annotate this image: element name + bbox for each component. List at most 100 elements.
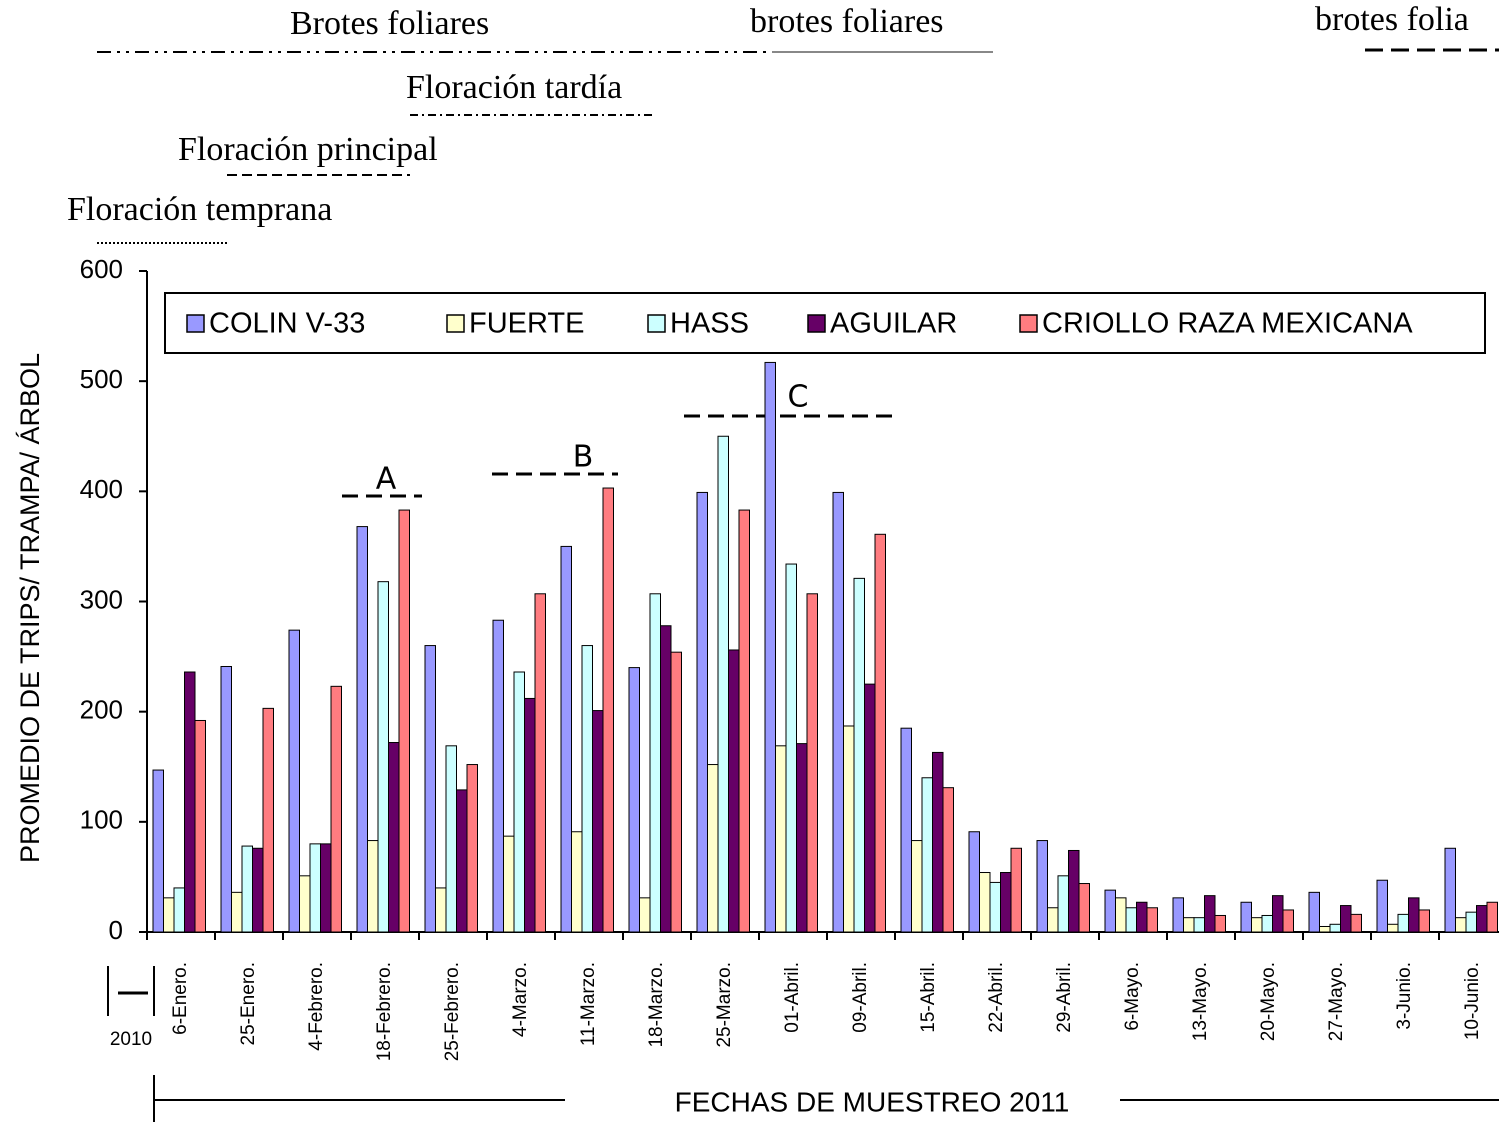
bar (1273, 896, 1284, 932)
bar (446, 746, 457, 932)
annotation: Floración temprana (67, 191, 332, 228)
bar (922, 778, 933, 932)
bar (1058, 876, 1069, 932)
bar (174, 888, 185, 932)
page: {"chart_data": {"type": "bar", "ylabel":… (0, 0, 1499, 1122)
bar (1487, 902, 1498, 932)
bar (629, 668, 640, 932)
bar (807, 594, 818, 932)
bar (708, 765, 719, 932)
annotation: brotes folia (1315, 1, 1469, 38)
y-tick-label: 300 (80, 584, 123, 614)
y-tick-label: 0 (109, 915, 123, 945)
bar (990, 882, 1001, 932)
bar (1116, 898, 1127, 932)
bar (1069, 850, 1080, 932)
bar (1215, 915, 1226, 932)
bar (1398, 914, 1409, 932)
annotation: B (573, 440, 594, 475)
bar (603, 488, 614, 932)
x-tick-label: 11-Marzo. (578, 962, 599, 1046)
bar (467, 765, 478, 932)
bar (1079, 884, 1090, 932)
bar (901, 728, 912, 932)
bar (1477, 906, 1488, 932)
bar (1147, 908, 1158, 932)
bar (943, 788, 954, 932)
y-tick-label: 100 (80, 805, 123, 835)
bar (514, 672, 525, 932)
bar (1184, 918, 1195, 932)
annotation: brotes foliares (750, 3, 944, 40)
bar (854, 578, 865, 932)
bar (1466, 912, 1477, 932)
bar (1341, 906, 1352, 932)
x-tick-label: 6-Enero. (170, 962, 191, 1035)
x-tick-label: 27-Mayo. (1326, 962, 1347, 1041)
legend-label: COLIN V-33 (209, 308, 365, 340)
bar (263, 708, 274, 932)
bar (535, 594, 546, 932)
x-tick-label: 18-Febrero. (374, 962, 395, 1061)
y-tick-label: 400 (80, 474, 123, 504)
bar (980, 873, 991, 932)
bar (572, 832, 583, 932)
bar (875, 534, 886, 932)
bar (321, 844, 332, 932)
bar (232, 892, 243, 932)
bar (833, 492, 844, 932)
x-tick-label: 4-Febrero. (306, 962, 327, 1051)
x-tick-label: 18-Marzo. (646, 962, 667, 1048)
chart: Brotes foliares brotes foliares brotes f… (0, 0, 1499, 1122)
bar (697, 492, 708, 932)
x-tick-label: 13-Mayo. (1190, 962, 1211, 1041)
x-tick-label: 10-Junio. (1462, 962, 1483, 1040)
bar (776, 746, 787, 932)
x-tick-label: 09-Abril. (850, 962, 871, 1033)
bar (661, 626, 672, 932)
bar (969, 832, 980, 932)
bar (1241, 902, 1252, 932)
legend-swatch (187, 315, 204, 332)
bar (1105, 890, 1116, 932)
bar (1173, 898, 1184, 932)
bar (640, 898, 651, 932)
bar (1048, 908, 1059, 932)
bar (493, 620, 504, 932)
year-label: 2010 (110, 1029, 152, 1050)
bar (671, 652, 682, 932)
bar (221, 666, 232, 932)
bar (1126, 908, 1137, 932)
bar (1037, 841, 1048, 932)
bar (865, 684, 876, 932)
bar (912, 841, 923, 932)
annotation: Floración principal (178, 131, 438, 168)
bar (786, 564, 797, 932)
bar (425, 646, 436, 932)
annotation: Brotes foliares (290, 5, 489, 42)
bar (1330, 924, 1341, 932)
x-tick-label: 20-Mayo. (1258, 962, 1279, 1041)
annotation: Floración tardía (406, 69, 622, 106)
bar (1283, 910, 1294, 932)
bar (1194, 918, 1205, 932)
bar (797, 744, 808, 932)
x-tick-label: 6-Mayo. (1122, 962, 1143, 1031)
bar (1419, 910, 1430, 932)
bar (1388, 924, 1399, 932)
legend-swatch (808, 315, 825, 332)
legend-label: HASS (670, 308, 749, 340)
bar (1205, 896, 1216, 932)
bar (1262, 915, 1273, 932)
bar (331, 686, 342, 932)
bar (195, 720, 206, 932)
x-tick-label: 29-Abril. (1054, 962, 1075, 1033)
legend-swatch (447, 315, 464, 332)
x-tick-label: 25-Enero. (238, 962, 259, 1045)
bar (1351, 914, 1362, 932)
bar (164, 898, 175, 932)
y-tick-label: 500 (80, 364, 123, 394)
legend-label: AGUILAR (830, 308, 957, 340)
y-tick-label: 600 (80, 254, 123, 284)
bar (436, 888, 447, 932)
